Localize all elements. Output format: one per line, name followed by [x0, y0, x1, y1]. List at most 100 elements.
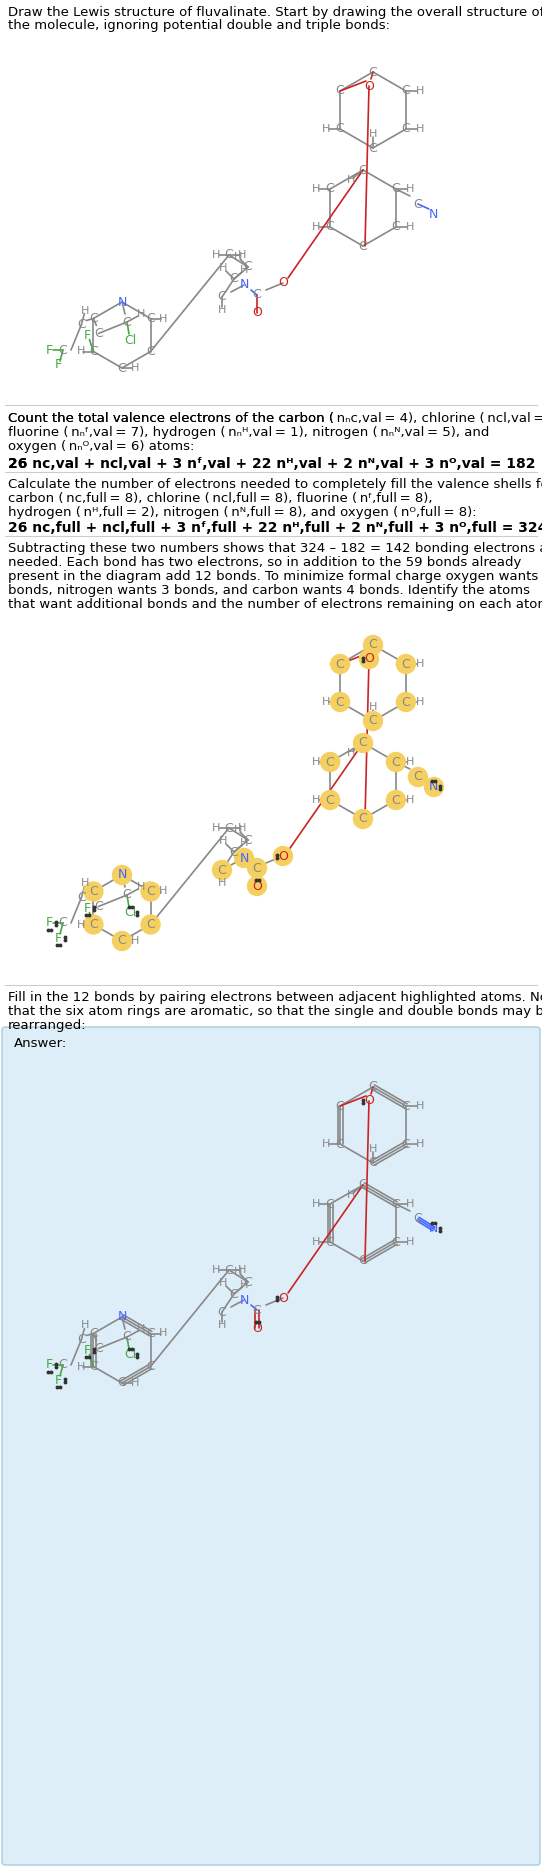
Text: C: C [224, 249, 234, 262]
Circle shape [331, 655, 350, 674]
Text: C: C [253, 1303, 261, 1316]
Text: C: C [359, 736, 367, 749]
Text: C: C [369, 638, 377, 651]
Text: N: N [429, 781, 438, 794]
Text: H: H [406, 183, 414, 195]
Text: H: H [240, 1280, 248, 1290]
Text: C: C [146, 917, 155, 930]
Circle shape [141, 915, 160, 934]
Text: O: O [278, 850, 288, 863]
Text: C: C [335, 657, 345, 670]
Text: C: C [253, 288, 261, 301]
Text: F: F [84, 1344, 91, 1357]
Text: H: H [312, 1198, 320, 1209]
Text: C: C [218, 863, 227, 876]
FancyBboxPatch shape [2, 1028, 540, 1865]
Text: C: C [359, 163, 367, 176]
Text: H: H [238, 824, 246, 833]
Text: C: C [122, 316, 131, 328]
Text: H: H [347, 1191, 355, 1200]
Text: C: C [326, 794, 334, 807]
Text: C: C [402, 1099, 410, 1112]
Text: 26 nᴄ,full + nᴄl,full + 3 nᶠ,full + 22 nᴴ,full + 2 nᴺ,full + 3 nᴼ,full = 324: 26 nᴄ,full + nᴄl,full + 3 nᶠ,full + 22 n… [8, 520, 542, 535]
Text: C: C [230, 1288, 238, 1301]
Text: N: N [429, 1222, 438, 1236]
Circle shape [364, 711, 383, 730]
Text: H: H [322, 1138, 330, 1149]
Circle shape [386, 753, 405, 771]
Text: C: C [224, 822, 234, 835]
Text: C: C [146, 344, 155, 358]
Text: H: H [219, 262, 227, 273]
Text: C: C [243, 1275, 253, 1288]
Text: H: H [240, 839, 248, 848]
Text: C: C [122, 889, 131, 902]
Text: H: H [416, 1101, 424, 1110]
Text: C: C [94, 900, 103, 914]
Text: C: C [89, 917, 98, 930]
Text: Cl: Cl [124, 333, 136, 346]
Text: F: F [46, 1359, 53, 1372]
Text: C: C [89, 313, 98, 326]
Text: C: C [253, 861, 261, 874]
Text: C: C [369, 66, 377, 79]
Text: carbon ( nᴄ,full = 8), chlorine ( nᴄl,full = 8), fluorine ( nᶠ,full = 8),: carbon ( nᴄ,full = 8), chlorine ( nᴄl,fu… [8, 492, 433, 505]
Text: H: H [219, 1279, 227, 1288]
Text: H: H [322, 696, 330, 708]
Circle shape [409, 768, 428, 786]
Text: hydrogen ( nᴴ,full = 2), nitrogen ( nᴺ,full = 8), and oxygen ( nᴼ,full = 8):: hydrogen ( nᴴ,full = 2), nitrogen ( nᴺ,f… [8, 505, 476, 519]
Text: H: H [312, 756, 320, 768]
Text: needed. Each bond has two electrons, so in addition to the 59 bonds already: needed. Each bond has two electrons, so … [8, 556, 521, 569]
Text: H: H [416, 124, 424, 135]
Circle shape [84, 915, 103, 934]
Text: H: H [218, 305, 226, 314]
Text: C: C [326, 1198, 334, 1211]
Text: H: H [137, 1324, 145, 1335]
Text: C: C [335, 696, 345, 708]
Text: C: C [369, 715, 377, 728]
Text: C: C [369, 1157, 377, 1170]
Text: C: C [402, 696, 410, 708]
Text: H: H [158, 1329, 167, 1338]
Circle shape [396, 655, 415, 674]
Text: H: H [218, 878, 226, 887]
Text: H: H [77, 1361, 86, 1372]
Text: C: C [335, 122, 345, 135]
Text: N: N [117, 1310, 127, 1324]
Text: O: O [278, 277, 288, 290]
Text: 26 nᴄ,val + nᴄl,val + 3 nᶠ,val + 22 nᴴ,val + 2 nᴺ,val + 3 nᴼ,val = 182: 26 nᴄ,val + nᴄl,val + 3 nᶠ,val + 22 nᴴ,v… [8, 457, 535, 472]
Circle shape [320, 753, 340, 771]
Text: O: O [252, 880, 262, 893]
Text: H: H [212, 251, 220, 260]
Text: H: H [218, 1320, 226, 1329]
Text: C: C [77, 891, 86, 904]
Text: C: C [359, 240, 367, 253]
Text: C: C [243, 833, 253, 846]
Text: H: H [212, 1265, 220, 1275]
Circle shape [353, 809, 372, 829]
Text: C: C [118, 1376, 126, 1389]
Text: H: H [312, 796, 320, 805]
Text: H: H [158, 313, 167, 324]
Circle shape [331, 693, 350, 711]
Circle shape [248, 876, 267, 895]
Text: C: C [391, 1236, 401, 1249]
Circle shape [396, 693, 415, 711]
Text: fluorine ( nₙᶠ,val = 7), hydrogen ( nₙᴴ,val = 1), nitrogen ( nₙᴺ,val = 5), and: fluorine ( nₙᶠ,val = 7), hydrogen ( nₙᴴ,… [8, 427, 489, 440]
Text: F: F [54, 359, 62, 371]
Circle shape [248, 859, 267, 878]
Text: F: F [54, 932, 62, 945]
Circle shape [274, 846, 293, 865]
Text: Count the total valence electrons of the carbon ( nₙᴄ,val = 4), chlorine ( nᴄl,v: Count the total valence electrons of the… [8, 412, 542, 425]
Text: F: F [84, 902, 91, 915]
Text: C: C [335, 1138, 345, 1151]
Text: bonds, nitrogen wants 3 bonds, and carbon wants 4 bonds. Identify the atoms: bonds, nitrogen wants 3 bonds, and carbo… [8, 584, 530, 597]
Text: C: C [218, 290, 227, 303]
Circle shape [212, 861, 231, 880]
Text: C: C [402, 122, 410, 135]
Text: C: C [391, 756, 401, 769]
Text: N: N [240, 279, 249, 292]
Text: H: H [81, 1320, 89, 1331]
Text: O: O [252, 307, 262, 320]
Text: C: C [369, 142, 377, 155]
